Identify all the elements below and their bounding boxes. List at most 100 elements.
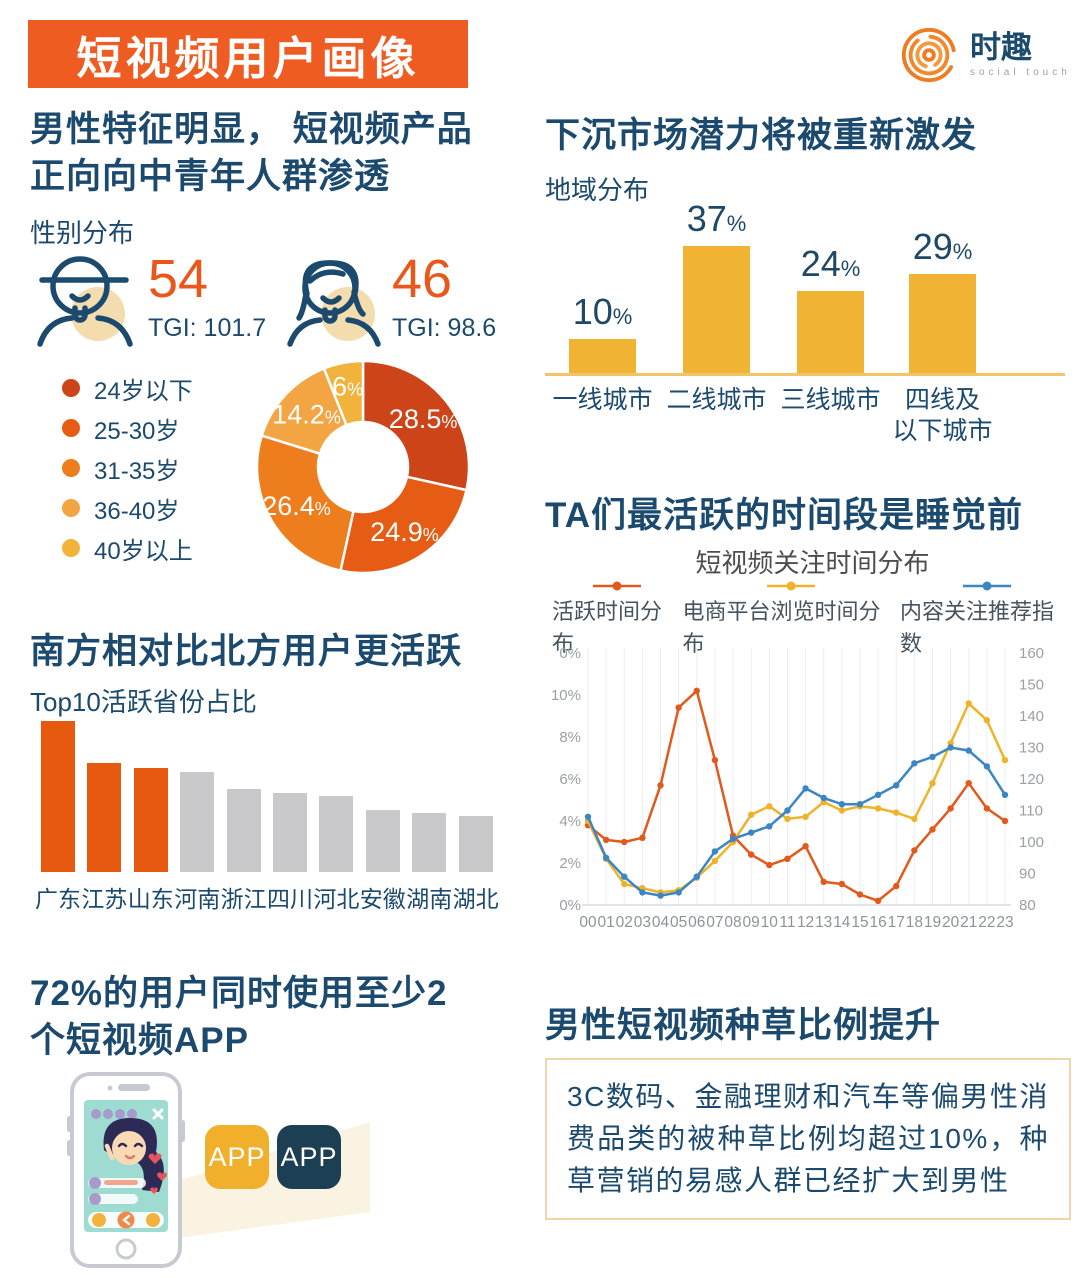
province-label: 河北	[313, 886, 360, 912]
series-line	[587, 689, 1006, 903]
series-point	[621, 873, 628, 880]
x-tick-label: 06	[688, 914, 705, 931]
left-tick-label: 2%	[559, 855, 581, 872]
series-point	[820, 878, 827, 886]
series-point	[893, 882, 900, 890]
donut-slice	[255, 434, 355, 572]
x-tick-label: 04	[652, 914, 670, 931]
series-point	[929, 780, 936, 787]
x-tick-label: 13	[815, 914, 832, 931]
series-point	[639, 889, 646, 896]
series-point	[874, 897, 882, 904]
province-label: 河南	[174, 886, 221, 912]
female-stats: 46 TGI: 98.6	[392, 252, 496, 343]
province-bar	[180, 772, 215, 872]
left-tick-label: 8%	[559, 729, 581, 746]
male-stats: 54 TGI: 101.7	[148, 252, 266, 343]
legend-marker	[767, 581, 816, 591]
legend-dot	[786, 581, 796, 591]
province-bar	[87, 763, 122, 872]
gender-section-heading: 男性特征明显， 短视频产品 正向向中青年人群渗透	[30, 110, 473, 197]
app-icon-yellow: APP	[205, 1125, 269, 1189]
region-sub-label: 地域分布	[545, 175, 650, 205]
series-point	[838, 801, 846, 808]
series-point	[766, 823, 773, 830]
x-tick-label: 18	[906, 914, 923, 931]
time-section-heading: TA们最活跃的时间段是睡觉前	[545, 496, 1024, 535]
province-bar	[41, 721, 75, 872]
series-point	[983, 805, 991, 812]
age-donut-chart: 28.5% 24.9% 26.4% 14.2%6%	[255, 359, 471, 575]
app-icon-navy: APP	[277, 1125, 341, 1189]
province-label: 广东	[35, 886, 81, 912]
series-point	[893, 809, 900, 816]
region-bar-value: 37%	[686, 198, 747, 239]
x-tick-label: 16	[869, 914, 886, 931]
series-point	[929, 826, 936, 833]
time-chart-legend: 活跃时间分布 电商平台浏览时间分布 内容关注推荐指数	[552, 580, 1074, 658]
province-sub-label: Top10活跃省份占比	[30, 687, 257, 717]
series-point	[693, 687, 700, 694]
logo-text: 时趣 social touch	[970, 32, 1071, 78]
legend-dot	[62, 499, 80, 517]
x-tick-label: 00	[579, 914, 597, 931]
series-point	[911, 847, 918, 854]
series-point	[784, 815, 791, 823]
phone-illustration	[67, 1072, 370, 1268]
province-section-heading: 南方相对比北方用户更活跃	[30, 632, 463, 671]
region-bar-label: 一线城市	[552, 386, 653, 414]
series-line	[586, 746, 1007, 897]
series-point	[621, 838, 628, 846]
series-point	[766, 803, 773, 810]
donut-slice	[339, 475, 468, 575]
male-share-value: 54	[148, 249, 209, 309]
region-bar-value: 24%	[800, 243, 861, 284]
seeding-section-heading: 男性短视频种草比例提升	[545, 1006, 942, 1045]
legend-marker	[593, 581, 642, 591]
province-bar	[412, 813, 447, 872]
x-tick-label: 02	[616, 914, 633, 931]
x-tick-label: 14	[833, 914, 851, 931]
province-bar	[133, 768, 168, 872]
province-bar	[365, 810, 400, 872]
seeding-text-box: 3C数码、金融理财和汽车等偏男性消费品类的被种草比例均超过10%，种草营销的易感…	[545, 1058, 1071, 1220]
series-point	[675, 704, 682, 711]
series-point	[747, 851, 755, 858]
series-point	[1001, 791, 1009, 798]
region-bar-label: 二线城市	[666, 386, 767, 414]
legend-label: 电商平台浏览时间分布	[682, 599, 881, 656]
left-tick-label: 0%	[559, 645, 581, 662]
region-bar-label: 三线城市	[780, 386, 881, 414]
right-tick-label: 160	[1019, 645, 1044, 662]
legend-dot	[612, 581, 622, 591]
female-user-icon	[287, 260, 381, 347]
series-point	[784, 855, 791, 862]
x-tick-label: 07	[706, 914, 723, 931]
series-point	[838, 807, 846, 814]
series-point	[747, 829, 755, 836]
time-line-chart: 00 01 02 03 04 05 06 07 08 09 10 11 12 13 14 15 16 17 18 19…	[551, 645, 1044, 931]
series-point	[747, 811, 755, 818]
series-point	[983, 717, 991, 724]
series-point	[983, 763, 991, 770]
time-chart-subtitle: 短视频关注时间分布	[695, 548, 930, 578]
right-tick-label: 110	[1019, 803, 1043, 820]
donut-legend-item: 25-30岁	[62, 408, 193, 448]
donut-legend-item: 24岁以下	[62, 368, 193, 408]
series-point	[911, 815, 918, 823]
donut-slice	[361, 359, 471, 492]
series-point	[965, 780, 972, 787]
logo-subtitle: social touch	[970, 67, 1071, 78]
legend-label: 内容关注推荐指数	[900, 599, 1055, 656]
legend-dot	[62, 539, 80, 557]
series-point	[874, 805, 882, 812]
age-donut-legend: 24岁以下 25-30岁 31-35岁 36-40岁 40岁以上	[62, 368, 193, 568]
series-point	[584, 813, 592, 820]
donut-legend-item: 36-40岁	[62, 488, 193, 528]
region-bar	[797, 291, 864, 373]
legend-label: 31-35岁	[94, 457, 180, 485]
series-point	[856, 801, 864, 808]
x-tick-label: 10	[761, 914, 779, 931]
province-label: 山东	[127, 886, 174, 912]
